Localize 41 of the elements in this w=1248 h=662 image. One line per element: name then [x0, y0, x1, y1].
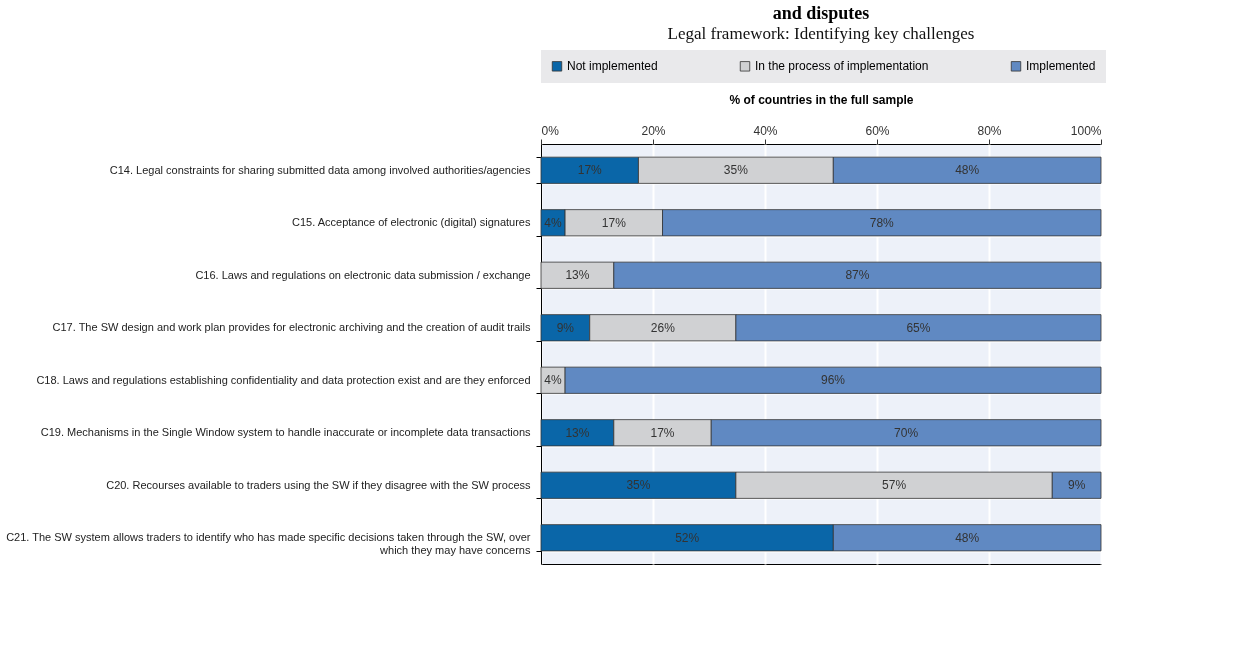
data-label: 48%	[955, 163, 980, 178]
data-label: 78%	[869, 215, 895, 230]
y-tick-label: C14. Legal constraints for sharing submitted data among involved authorities/agencies	[109, 163, 531, 176]
x-tick-label: 40%	[753, 123, 778, 138]
x-tick-label: 60%	[865, 123, 890, 138]
y-tick-label: C16. Laws and regulations on electronic data submission / exchange	[195, 268, 531, 281]
data-label: 17%	[601, 215, 627, 230]
data-label: 96%	[821, 373, 846, 388]
legend-label: Not implemented	[567, 59, 658, 74]
data-label: 70%	[894, 425, 919, 440]
legend-label: In the process of implementation	[755, 59, 929, 74]
x-axis-title: % of countries in the full sample	[729, 92, 914, 107]
data-label: 4%	[544, 373, 563, 388]
data-label: 4%	[544, 215, 563, 230]
x-tick-label: 0%	[541, 123, 560, 138]
y-tick-label: C18. Laws and regulations establishing confidentiality and data protection exist and are they enforced	[36, 373, 531, 386]
legend-label: Implemented	[1026, 59, 1096, 74]
y-tick-label: C19. Mechanisms in the Single Window system to handle inaccurate or incomplete data transactions	[40, 426, 531, 439]
chart-title: and disputes	[772, 3, 870, 23]
data-label: 26%	[650, 320, 676, 335]
data-label: 13%	[565, 268, 590, 283]
data-label: 65%	[906, 320, 931, 335]
x-tick-label: 80%	[977, 123, 1002, 138]
y-tick-label: C20. Recourses available to traders using the SW if they disagree with the SW process	[106, 478, 531, 491]
data-label: 35%	[723, 163, 749, 178]
data-label: 9%	[556, 320, 575, 335]
y-tick-label: C15. Acceptance of electronic (digital) signatures	[292, 216, 531, 229]
data-label: 52%	[675, 530, 700, 545]
x-tick-label: 100%	[1070, 123, 1102, 138]
data-label: 57%	[882, 478, 907, 493]
y-tick-label: C17. The SW design and work plan provides for electronic archiving and the creation of audit trails	[52, 321, 531, 334]
data-label: 9%	[1067, 478, 1086, 493]
x-tick-label: 20%	[641, 123, 666, 138]
data-label: 17%	[650, 425, 675, 440]
data-label: 13%	[565, 425, 590, 440]
chart-subtitle: Legal framework: Identifying key challenges	[667, 24, 975, 43]
data-label: 35%	[626, 478, 651, 493]
data-label: 48%	[955, 530, 980, 545]
data-label: 17%	[577, 163, 603, 178]
y-tick-label: C21. The SW system allows traders to identify who has made specific decisions taken through the SW, over which they may have concerns	[6, 531, 531, 557]
data-label: 87%	[845, 268, 870, 283]
